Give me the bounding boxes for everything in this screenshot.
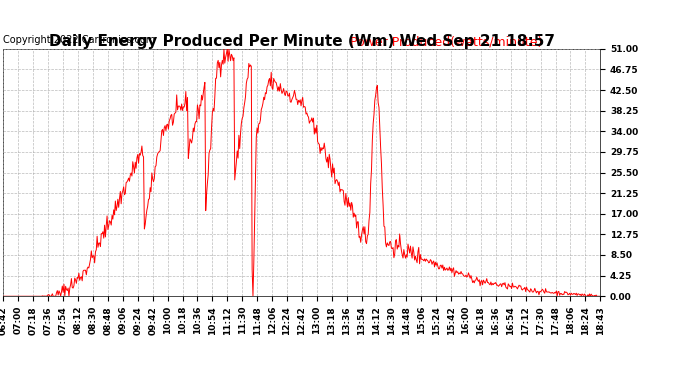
Text: Power Produced(watts/minute): Power Produced(watts/minute) [350,35,542,48]
Text: Copyright 2022 Cartronics.com: Copyright 2022 Cartronics.com [3,35,156,45]
Title: Daily Energy Produced Per Minute (Wm) Wed Sep 21 18:57: Daily Energy Produced Per Minute (Wm) We… [49,34,555,49]
